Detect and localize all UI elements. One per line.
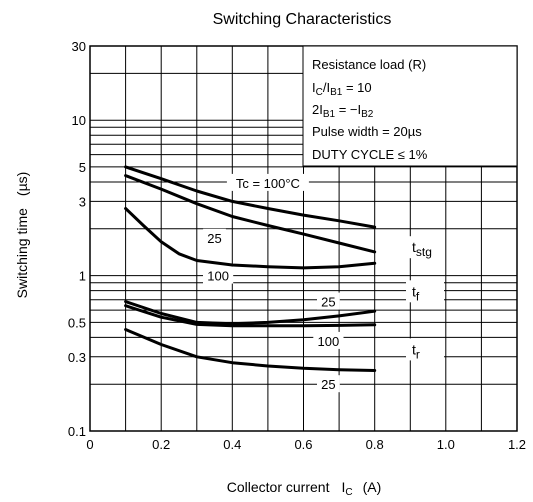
condition-pulse-width: Pulse width = 20µs <box>312 124 422 139</box>
x-tick-label: 1.0 <box>437 437 455 452</box>
series-line-tf <box>124 300 377 326</box>
group-label-background <box>406 280 444 303</box>
y-tick-label: 1 <box>79 269 86 284</box>
y-tick-label: 3 <box>79 194 86 209</box>
curves <box>124 165 377 372</box>
y-axis-label: Switching time(µs) <box>14 172 30 299</box>
x-tick-label: 0 <box>86 437 93 452</box>
x-tick-label: 0.4 <box>223 437 241 452</box>
series-line-tr <box>124 328 377 372</box>
y-tick-label: 0.3 <box>68 350 86 365</box>
curve-label: 25 <box>321 295 335 310</box>
y-tick-label: 5 <box>79 160 86 175</box>
x-tick-label: 1.2 <box>508 437 526 452</box>
condition-duty-cycle: DUTY CYCLE ≤ 1% <box>312 147 428 162</box>
x-tick-label: 0.2 <box>152 437 170 452</box>
condition-current-ratio: IC/IB1 = 10 <box>312 80 372 98</box>
x-tick-label: 0.8 <box>366 437 384 452</box>
curve-label-background <box>317 375 340 393</box>
curve-label-background <box>203 228 226 246</box>
x-axis-label: Collector current IC (A) <box>227 479 382 498</box>
curve-label-background <box>226 173 309 191</box>
curve-label-background <box>203 266 234 284</box>
y-tick-label: 0.5 <box>68 315 86 330</box>
x-tick-label: 0.6 <box>294 437 312 452</box>
curve-label-background <box>317 292 340 310</box>
group-label-r: tr <box>412 341 420 361</box>
curve-label: Tc = 100°C <box>236 176 300 191</box>
curve-label: 100 <box>318 334 340 349</box>
series-line-tf <box>124 304 377 328</box>
curve-label: 25 <box>207 231 221 246</box>
group-label-background <box>406 236 444 259</box>
curve-label: 100 <box>207 269 229 284</box>
y-tick-label: 10 <box>72 113 86 128</box>
chart-title: Switching Characteristics <box>213 11 392 28</box>
series-line-tstg <box>124 207 377 270</box>
conditions-box: Resistance load (R) IC/IB1 = 10 2IB1 = −… <box>302 45 518 167</box>
y-tick-label: 0.1 <box>68 424 86 439</box>
group-label-f: tf <box>412 283 420 303</box>
condition-load-type: Resistance load (R) <box>312 57 426 72</box>
group-label-stg: tstg <box>412 239 432 259</box>
y-tick-label: 30 <box>72 39 86 54</box>
conditions-box-background <box>302 45 518 167</box>
curve-label: 25 <box>321 377 335 392</box>
condition-base-current: 2IB1 = −IB2 <box>312 102 374 120</box>
group-label-background <box>406 338 444 361</box>
tick-labels: 0 0.2 0.4 0.6 0.8 1.0 1.2 0.1 0.3 0.5 1 3 5 10 30 <box>68 39 526 452</box>
curve-label-background <box>313 331 344 349</box>
series-line-tstg <box>124 174 377 254</box>
series-line-tstg <box>124 165 377 229</box>
curve-labels: Tc = 100°C 25 100 25 100 25 tstg tf tr <box>203 173 444 393</box>
